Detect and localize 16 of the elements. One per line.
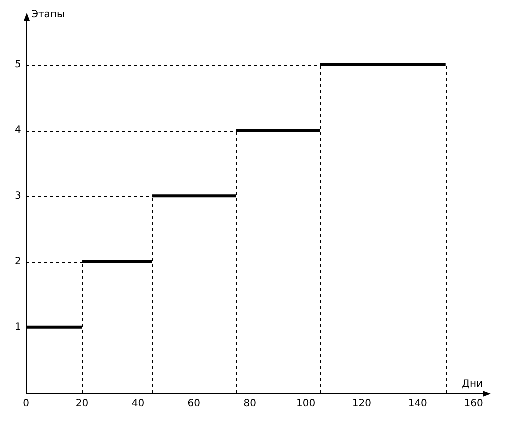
y-tick-label: 1 xyxy=(14,322,22,333)
y-tick-label: 3 xyxy=(14,190,22,202)
y-axis-title: Этапы xyxy=(32,10,65,21)
y-tick-label: 2 xyxy=(14,256,22,268)
x-tick-label: 140 xyxy=(408,398,428,410)
y-tick-label: 4 xyxy=(14,125,22,136)
x-tick-label: 80 xyxy=(244,398,256,410)
x-tick-label: 100 xyxy=(296,398,316,410)
x-tick-label: 20 xyxy=(76,398,89,410)
x-tick-label: 40 xyxy=(132,398,145,410)
x-tick-label: 120 xyxy=(352,398,372,410)
x-tick-label: 160 xyxy=(464,398,484,410)
x-tick-label: 60 xyxy=(188,398,201,410)
x-axis-title: Дни xyxy=(462,379,483,390)
x-tick-label: 0 xyxy=(23,398,30,410)
y-tick-label: 5 xyxy=(14,60,22,71)
